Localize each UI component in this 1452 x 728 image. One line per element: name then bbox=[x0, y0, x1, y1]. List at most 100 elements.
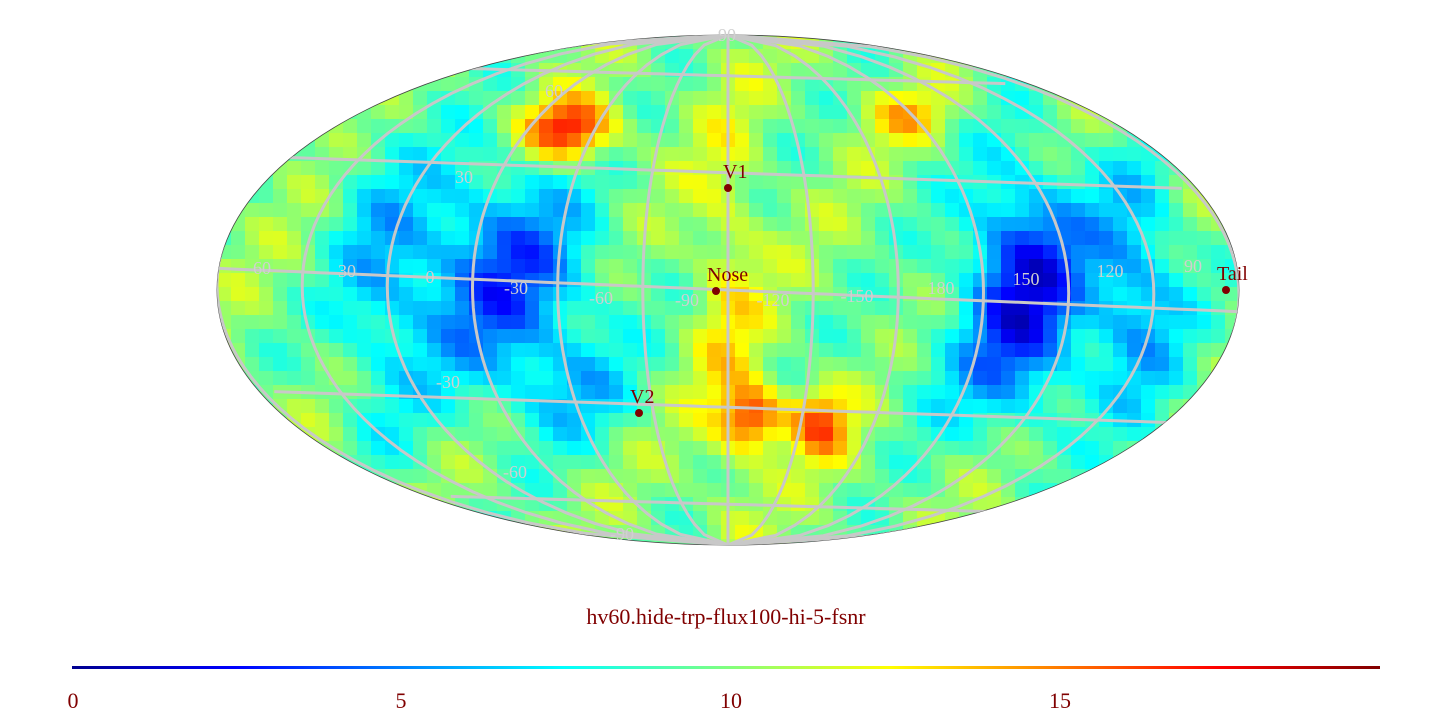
heatmap-cell bbox=[217, 273, 232, 288]
heatmap-cell bbox=[735, 217, 750, 232]
heatmap-cell bbox=[665, 301, 680, 316]
heatmap-cell bbox=[1169, 147, 1184, 162]
lon-label: 0 bbox=[426, 267, 435, 287]
heatmap-cell bbox=[679, 427, 694, 442]
heatmap-cell bbox=[483, 427, 498, 442]
heatmap-cell bbox=[665, 511, 680, 526]
heatmap-cell bbox=[1211, 245, 1226, 260]
heatmap-cell bbox=[595, 371, 610, 386]
heatmap-cell bbox=[833, 385, 848, 400]
heatmap-cell bbox=[539, 399, 554, 414]
heatmap-cell bbox=[833, 133, 848, 148]
heatmap-cell bbox=[553, 119, 568, 134]
heatmap-cell bbox=[553, 483, 568, 498]
heatmap-cell bbox=[497, 441, 512, 456]
heatmap-cell bbox=[315, 161, 330, 176]
heatmap-cell bbox=[511, 357, 526, 372]
heatmap-cell bbox=[539, 343, 554, 358]
heatmap-cell bbox=[427, 147, 442, 162]
heatmap-cell bbox=[1099, 273, 1114, 288]
heatmap-cell bbox=[357, 301, 372, 316]
heatmap-cell bbox=[273, 203, 288, 218]
heatmap-cell bbox=[679, 413, 694, 428]
heatmap-cell bbox=[763, 245, 778, 260]
heatmap-cell bbox=[1183, 203, 1198, 218]
heatmap-cell bbox=[1197, 259, 1212, 274]
heatmap-cell bbox=[1183, 371, 1198, 386]
heatmap-cell bbox=[665, 245, 680, 260]
heatmap-cell bbox=[679, 119, 694, 134]
heatmap-cell bbox=[525, 469, 540, 484]
heatmap-cell bbox=[259, 245, 274, 260]
heatmap-cell bbox=[819, 245, 834, 260]
heatmap-cell bbox=[819, 301, 834, 316]
heatmap-cell bbox=[455, 427, 470, 442]
heatmap-cell bbox=[245, 343, 260, 358]
heatmap-cell bbox=[819, 539, 834, 545]
heatmap-cell bbox=[525, 329, 540, 344]
heatmap-cell bbox=[1141, 385, 1156, 400]
heatmap-cell bbox=[1001, 189, 1016, 204]
heatmap-cell bbox=[623, 245, 638, 260]
heatmap-cell bbox=[469, 189, 484, 204]
heatmap-cell bbox=[609, 469, 624, 484]
heatmap-cell bbox=[1001, 245, 1016, 260]
heatmap-cell bbox=[455, 315, 470, 330]
heatmap-cell bbox=[973, 441, 988, 456]
heatmap-cell bbox=[819, 105, 834, 120]
heatmap-cell bbox=[903, 357, 918, 372]
heatmap-cell bbox=[917, 525, 932, 540]
heatmap-cell bbox=[931, 315, 946, 330]
heatmap-cell bbox=[427, 119, 442, 134]
heatmap-cell bbox=[427, 175, 442, 190]
heatmap-cell bbox=[637, 455, 652, 470]
heatmap-cell bbox=[539, 35, 554, 50]
heatmap-cell bbox=[973, 399, 988, 414]
heatmap-cell bbox=[623, 105, 638, 120]
heatmap-cell bbox=[889, 161, 904, 176]
heatmap-cell bbox=[1169, 343, 1184, 358]
heatmap-cell bbox=[315, 315, 330, 330]
heatmap-cell bbox=[511, 525, 526, 540]
heatmap-cell bbox=[539, 245, 554, 260]
heatmap-cell bbox=[791, 189, 806, 204]
heatmap-cell bbox=[497, 315, 512, 330]
heatmap-cell bbox=[539, 315, 554, 330]
heatmap-cell bbox=[1043, 385, 1058, 400]
heatmap-cell bbox=[693, 385, 708, 400]
meridian-line bbox=[556, 35, 729, 545]
meridian-line bbox=[727, 35, 986, 545]
heatmap-cell bbox=[217, 287, 232, 302]
heatmap-cell bbox=[791, 105, 806, 120]
heatmap-cell bbox=[679, 385, 694, 400]
heatmap-cell bbox=[287, 231, 302, 246]
heatmap-cell bbox=[259, 217, 274, 232]
heatmap-cell bbox=[1043, 413, 1058, 428]
heatmap-cell bbox=[567, 357, 582, 372]
heatmap-cell bbox=[357, 245, 372, 260]
heatmap-cell bbox=[665, 175, 680, 190]
heatmap-cell bbox=[385, 357, 400, 372]
heatmap-cell bbox=[259, 175, 274, 190]
heatmap-cell bbox=[357, 399, 372, 414]
heatmap-cell bbox=[343, 343, 358, 358]
heatmap-cell bbox=[609, 63, 624, 78]
heatmap-cell bbox=[973, 203, 988, 218]
heatmap-cell bbox=[987, 119, 1002, 134]
heatmap-cell bbox=[763, 147, 778, 162]
heatmap-cell bbox=[917, 483, 932, 498]
heatmap-cell bbox=[609, 147, 624, 162]
heatmap-cell bbox=[749, 385, 764, 400]
lon-label: 60 bbox=[253, 258, 271, 278]
heatmap-cell bbox=[399, 413, 414, 428]
lat-label: -30 bbox=[436, 372, 460, 392]
heatmap-cell bbox=[1127, 399, 1142, 414]
heatmap-cell bbox=[273, 357, 288, 372]
heatmap-cell bbox=[623, 301, 638, 316]
heatmap-cell bbox=[1211, 287, 1226, 302]
marker-dot-tail bbox=[1222, 286, 1230, 294]
heatmap-cell bbox=[749, 483, 764, 498]
heatmap-cell bbox=[1015, 315, 1030, 330]
heatmap-cell bbox=[469, 399, 484, 414]
heatmap-cell bbox=[1099, 147, 1114, 162]
